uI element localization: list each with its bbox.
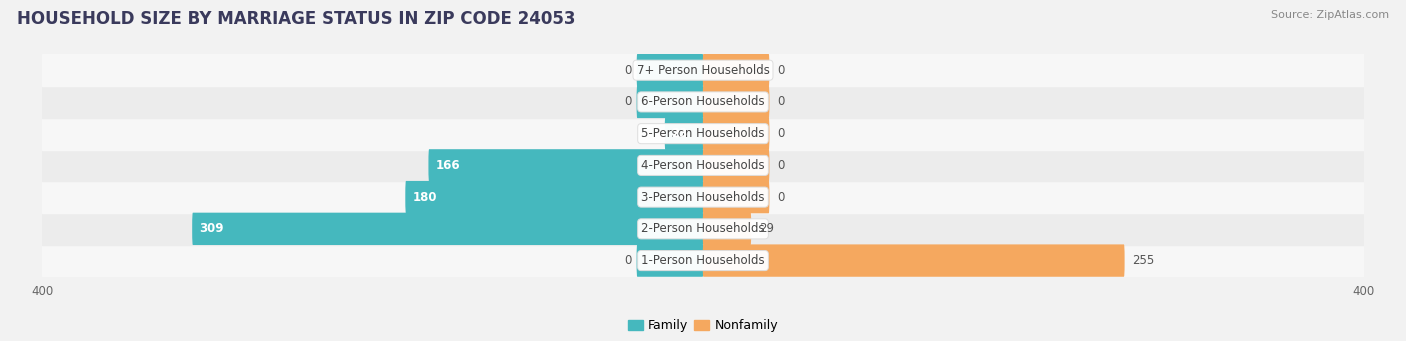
Bar — [42, 245, 1364, 277]
Text: Source: ZipAtlas.com: Source: ZipAtlas.com — [1271, 10, 1389, 20]
FancyBboxPatch shape — [637, 54, 703, 86]
Bar — [42, 181, 1364, 213]
Text: 5-Person Households: 5-Person Households — [641, 127, 765, 140]
Text: 7+ Person Households: 7+ Person Households — [637, 64, 769, 77]
FancyBboxPatch shape — [703, 244, 1125, 277]
FancyBboxPatch shape — [703, 117, 769, 150]
Text: 1-Person Households: 1-Person Households — [641, 254, 765, 267]
FancyBboxPatch shape — [703, 86, 769, 118]
Text: 0: 0 — [624, 254, 631, 267]
Text: 0: 0 — [778, 95, 785, 108]
Bar — [42, 54, 1364, 86]
Text: 309: 309 — [200, 222, 224, 235]
Legend: Family, Nonfamily: Family, Nonfamily — [623, 314, 783, 337]
Text: 0: 0 — [624, 64, 631, 77]
Bar — [42, 86, 1364, 118]
Text: 180: 180 — [412, 191, 437, 204]
Text: 3-Person Households: 3-Person Households — [641, 191, 765, 204]
FancyBboxPatch shape — [405, 181, 703, 213]
FancyBboxPatch shape — [665, 117, 703, 150]
Text: 0: 0 — [778, 159, 785, 172]
Text: 0: 0 — [624, 95, 631, 108]
Bar — [42, 149, 1364, 181]
Bar — [42, 213, 1364, 245]
Text: 0: 0 — [778, 64, 785, 77]
Bar — [42, 118, 1364, 149]
Text: 0: 0 — [778, 127, 785, 140]
Text: 29: 29 — [759, 222, 775, 235]
Text: 2-Person Households: 2-Person Households — [641, 222, 765, 235]
Text: 6-Person Households: 6-Person Households — [641, 95, 765, 108]
Text: 255: 255 — [1133, 254, 1154, 267]
FancyBboxPatch shape — [637, 86, 703, 118]
FancyBboxPatch shape — [703, 181, 769, 213]
Text: 23: 23 — [672, 127, 688, 140]
FancyBboxPatch shape — [637, 244, 703, 277]
Text: 0: 0 — [778, 191, 785, 204]
Text: 4-Person Households: 4-Person Households — [641, 159, 765, 172]
FancyBboxPatch shape — [193, 213, 703, 245]
FancyBboxPatch shape — [703, 54, 769, 86]
FancyBboxPatch shape — [703, 149, 769, 181]
Text: 166: 166 — [436, 159, 460, 172]
FancyBboxPatch shape — [429, 149, 703, 181]
Text: HOUSEHOLD SIZE BY MARRIAGE STATUS IN ZIP CODE 24053: HOUSEHOLD SIZE BY MARRIAGE STATUS IN ZIP… — [17, 10, 575, 28]
FancyBboxPatch shape — [703, 213, 751, 245]
